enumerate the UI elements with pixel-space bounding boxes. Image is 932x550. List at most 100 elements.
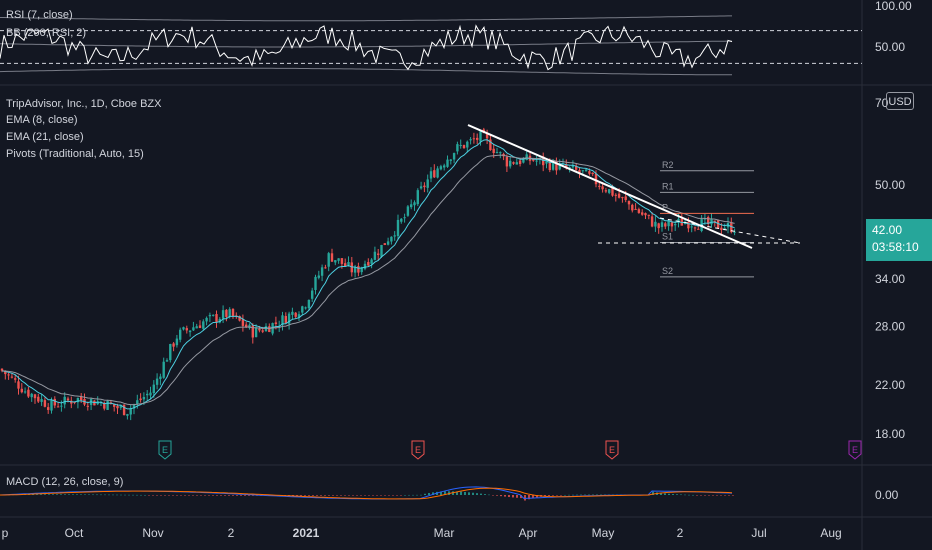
candle-body: [188, 330, 192, 333]
candle-body: [324, 267, 327, 269]
macd-bar: [240, 495, 242, 496]
candle-body: [169, 343, 172, 361]
candle-body: [637, 209, 641, 213]
macd-bar: [184, 495, 186, 496]
candle-body: [287, 313, 291, 324]
time-axis-label: Jul: [751, 526, 766, 540]
macd-bar: [144, 494, 146, 496]
candle-body: [627, 201, 631, 205]
macd-bar: [564, 494, 566, 496]
macd-bar: [188, 495, 190, 496]
macd-bar: [308, 495, 310, 496]
candle-body: [644, 213, 647, 216]
macd-bar: [552, 495, 554, 496]
macd-bar: [572, 494, 574, 496]
macd-bar: [172, 495, 174, 496]
time-axis-label: Mar: [434, 526, 455, 540]
candle-body: [291, 311, 294, 315]
candle-body: [548, 161, 551, 171]
candle-body: [50, 400, 53, 411]
candle-body: [509, 160, 512, 167]
macd-bar: [484, 494, 486, 495]
candle-body: [568, 166, 571, 168]
rsi-line: [0, 24, 733, 71]
macd-bar: [192, 495, 194, 496]
candle-body: [304, 307, 307, 309]
candle-body: [261, 330, 264, 332]
macd-bar: [724, 495, 726, 496]
candle-body: [733, 231, 736, 233]
candle-body: [419, 186, 423, 189]
candle-body: [469, 139, 472, 141]
macd-histogram: [0, 491, 734, 501]
macd-bar: [384, 495, 386, 496]
candle-body: [505, 156, 509, 167]
candle-body: [456, 144, 459, 152]
macd-bar: [456, 491, 458, 495]
candle-body: [423, 185, 426, 188]
candle-body: [4, 370, 7, 375]
candle-body: [581, 170, 584, 172]
candle-body: [116, 405, 119, 409]
macd-bar: [156, 495, 158, 496]
candle-body: [439, 166, 443, 170]
candle-body: [512, 162, 515, 164]
candle-body: [383, 243, 386, 245]
candle-body: [7, 374, 10, 376]
candle-body: [403, 217, 406, 219]
candle-body: [446, 159, 449, 167]
macd-bar: [472, 492, 474, 495]
macd-bar: [600, 494, 602, 496]
candle-body: [76, 397, 80, 403]
candle-body: [20, 388, 23, 393]
candle-body: [393, 235, 396, 237]
candle-body: [611, 187, 614, 196]
macd-bar: [36, 494, 38, 495]
candle-body: [720, 227, 723, 230]
macd-bar: [228, 495, 230, 496]
macd-bar: [224, 495, 226, 496]
candle-body: [707, 217, 710, 225]
macd-bar: [300, 495, 302, 496]
candle-body: [179, 329, 182, 340]
candle-body: [185, 328, 188, 331]
macd-bar: [140, 494, 142, 496]
macd-bar: [48, 494, 50, 495]
macd-bar: [352, 495, 354, 496]
candle-body: [545, 161, 548, 164]
macd-bar: [388, 495, 390, 496]
macd-bar: [324, 495, 326, 496]
currency-button[interactable]: USD: [886, 92, 914, 110]
macd-bar: [64, 494, 66, 495]
macd-bar: [536, 495, 538, 498]
candle-body: [647, 214, 650, 216]
macd-bar: [108, 494, 110, 496]
macd-bar: [320, 495, 322, 496]
candle-body: [0, 368, 4, 371]
candle-body: [485, 133, 489, 139]
candle-body: [426, 179, 429, 188]
macd-bar: [664, 493, 666, 495]
macd-tick-0: 0.00: [875, 488, 899, 502]
macd-bar: [56, 494, 58, 495]
candle-body: [122, 404, 126, 416]
macd-bar: [40, 494, 42, 495]
candle-body: [337, 258, 340, 261]
macd-bar: [208, 495, 210, 496]
candle-body: [449, 159, 452, 161]
candle-body: [406, 206, 410, 216]
candles: [0, 127, 736, 421]
price-tick: 28.00: [875, 319, 905, 333]
rsi-bb-upper: [0, 15, 732, 22]
candle-body: [578, 170, 581, 173]
candle-body: [215, 314, 218, 322]
candle-body: [400, 218, 403, 222]
candle-body: [152, 384, 155, 394]
time-axis-label: Apr: [519, 526, 538, 540]
macd-bar: [576, 494, 578, 496]
macd-bar: [676, 494, 678, 495]
candle-body: [192, 327, 195, 331]
macd-bar: [88, 494, 90, 496]
rsi-bb-lower: [0, 67, 732, 76]
